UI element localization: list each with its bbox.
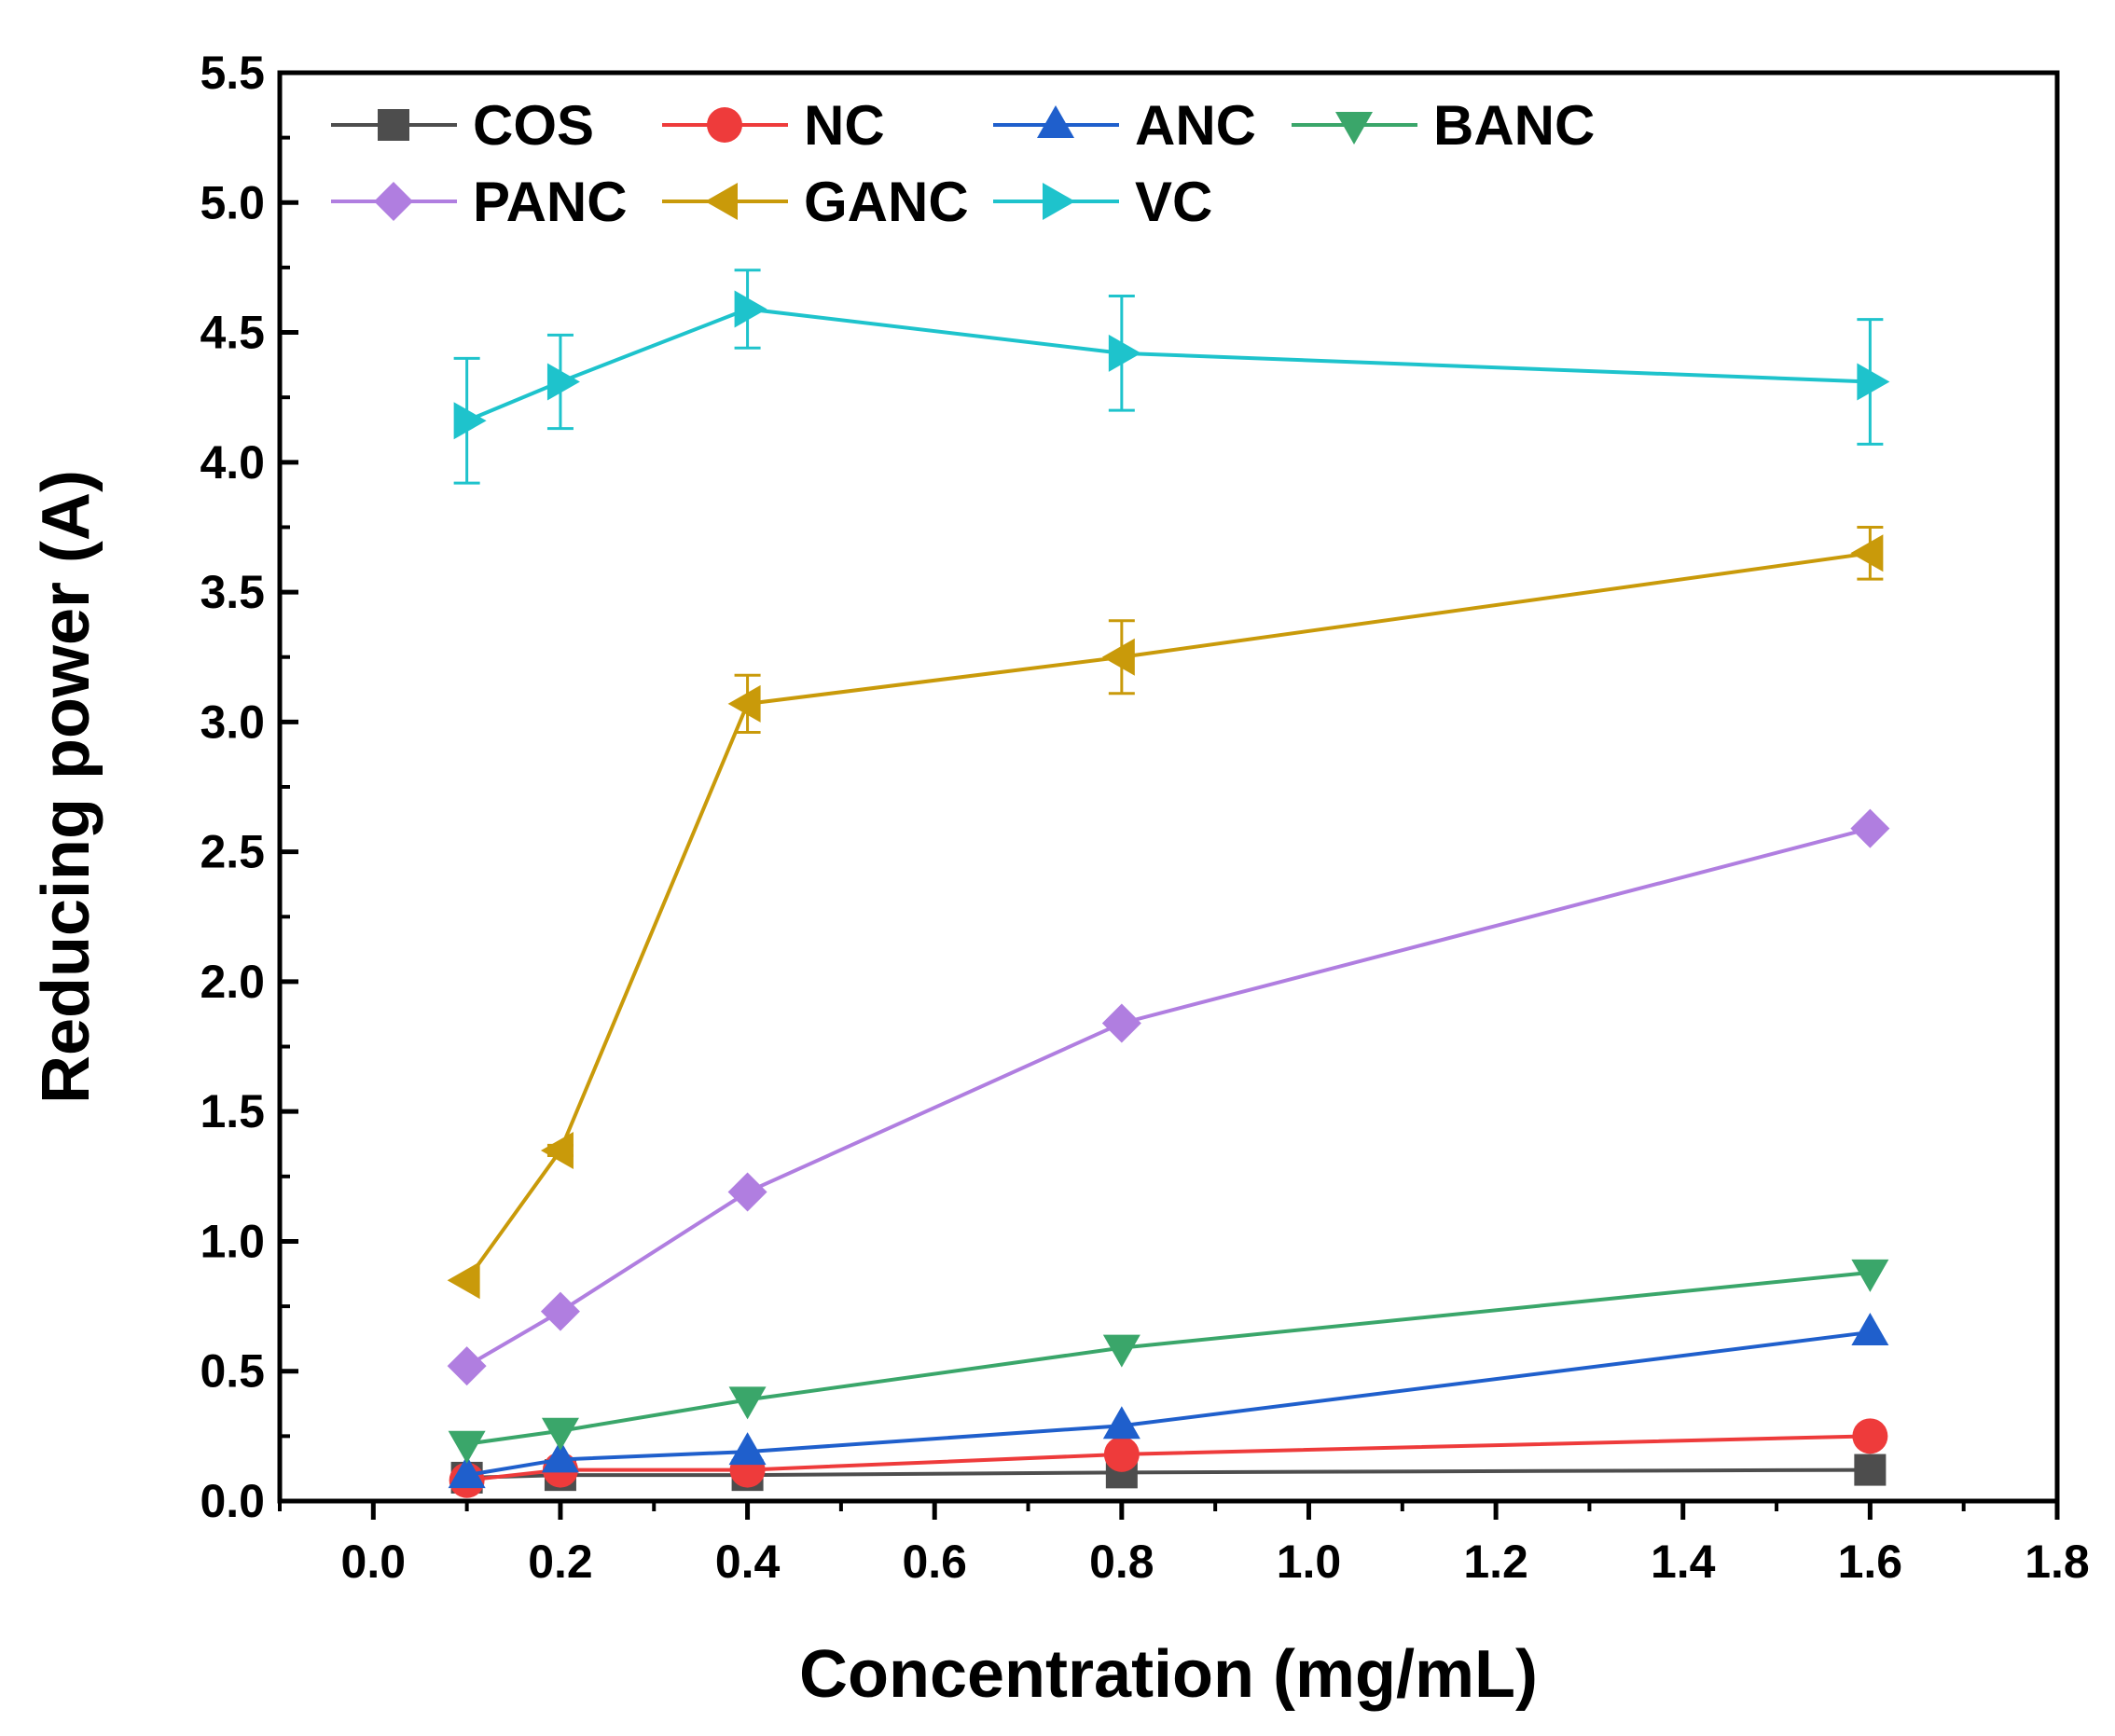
series-line-vc	[465, 307, 1871, 423]
legend-item-banc: BANC	[1292, 94, 1595, 157]
legend-item-panc: PANC	[331, 171, 628, 233]
data-point-panc	[727, 1172, 767, 1212]
y-tick-label: 5.0	[200, 176, 265, 228]
legend-marker-panc	[374, 182, 413, 221]
y-tick-label: 4.0	[200, 436, 265, 489]
data-point-cos	[1854, 1454, 1887, 1486]
legend-item-cos: COS	[331, 94, 594, 157]
y-tick-label: 0.5	[200, 1345, 265, 1398]
data-point-ganc	[1850, 534, 1884, 572]
series-banc	[448, 1259, 1889, 1464]
data-point-anc	[1851, 1312, 1889, 1345]
legend-item-vc: VC	[993, 171, 1212, 233]
x-tick-label: 0.4	[715, 1536, 781, 1588]
data-point-banc	[1851, 1259, 1889, 1292]
legend-marker-vc	[1043, 183, 1075, 220]
data-point-anc	[1102, 1406, 1140, 1440]
data-point-vc	[1857, 363, 1890, 401]
data-point-ganc	[540, 1131, 574, 1169]
legend-label-cos: COS	[473, 94, 594, 157]
data-point-panc	[1850, 808, 1890, 848]
legend-marker-banc	[1335, 112, 1373, 145]
x-tick-label: 1.4	[1651, 1536, 1716, 1588]
legend-label-vc: VC	[1135, 171, 1212, 233]
y-tick-label: 2.5	[200, 826, 265, 878]
legend-marker-cos	[378, 109, 409, 141]
axis-layer: 0.0 0.5 1.0 1.5 2.0 2.5 3.0 3.5 4.0 4.5 5.0 5.5 0.0 0…	[200, 47, 2089, 1588]
data-point-banc	[541, 1417, 579, 1451]
x-tick-label: 1.6	[1838, 1536, 1903, 1588]
data-point-vc	[453, 402, 487, 440]
legend: COS NC ANC BANC PANC GANC VC	[331, 94, 1595, 233]
y-tick-label: 1.0	[200, 1215, 265, 1267]
x-tick-label: 1.8	[2025, 1536, 2090, 1588]
data-point-ganc	[447, 1261, 480, 1300]
legend-marker-ganc	[705, 183, 738, 220]
legend-label-banc: BANC	[1433, 94, 1595, 157]
data-point-panc	[1101, 1003, 1141, 1043]
y-tick-label: 3.5	[200, 566, 265, 618]
legend-marker-anc	[1037, 105, 1074, 138]
x-tick-label: 0.2	[528, 1536, 593, 1588]
data-point-panc	[540, 1291, 580, 1331]
data-point-panc	[447, 1346, 487, 1386]
data-point-ganc	[727, 684, 761, 723]
legend-label-nc: NC	[804, 94, 885, 157]
data-point-nc	[1852, 1418, 1888, 1454]
data-point-anc	[448, 1455, 486, 1489]
x-tick-label: 1.0	[1277, 1536, 1342, 1588]
series-panc	[447, 808, 1890, 1386]
series-vc	[453, 269, 1890, 485]
series-line-panc	[465, 826, 1871, 1368]
data-point-anc	[728, 1432, 767, 1466]
series-layer	[447, 269, 1890, 1498]
x-tick-label: 0.6	[902, 1536, 967, 1588]
x-tick-label: 0.0	[341, 1536, 407, 1588]
series-nc	[449, 1418, 1888, 1498]
legend-marker-nc	[707, 107, 742, 143]
y-tick-label: 4.5	[200, 307, 265, 359]
data-point-vc	[734, 290, 767, 328]
legend-label-anc: ANC	[1135, 94, 1256, 157]
data-point-vc	[1108, 334, 1141, 372]
y-axis-title: Reducing power (A)	[29, 470, 104, 1104]
y-tick-label: 1.5	[200, 1085, 265, 1137]
plot-frame	[277, 70, 2060, 1504]
series-line-ganc	[465, 551, 1871, 1282]
y-tick-label: 0.0	[200, 1475, 265, 1527]
series-ganc	[447, 525, 1884, 1300]
legend-item-nc: NC	[662, 94, 885, 157]
x-tick-label: 1.2	[1463, 1536, 1528, 1588]
legend-item-ganc: GANC	[662, 171, 969, 233]
legend-label-ganc: GANC	[804, 171, 969, 233]
data-point-anc	[541, 1440, 579, 1473]
y-tick-label: 2.0	[200, 956, 265, 1008]
y-tick-label: 3.0	[200, 696, 265, 748]
series-cos	[450, 1454, 1887, 1494]
data-point-banc	[728, 1386, 767, 1420]
data-point-vc	[546, 363, 580, 401]
data-point-banc	[448, 1430, 486, 1464]
x-axis-title: Concentration (mg/mL)	[799, 1637, 1538, 1712]
data-point-banc	[1102, 1334, 1140, 1368]
data-point-ganc	[1101, 638, 1135, 676]
y-tick-label: 5.5	[200, 47, 265, 99]
data-point-nc	[1103, 1436, 1140, 1472]
legend-label-panc: PANC	[473, 171, 628, 233]
series-anc	[448, 1312, 1889, 1489]
x-tick-label: 0.8	[1089, 1536, 1154, 1588]
legend-item-anc: ANC	[993, 94, 1256, 157]
